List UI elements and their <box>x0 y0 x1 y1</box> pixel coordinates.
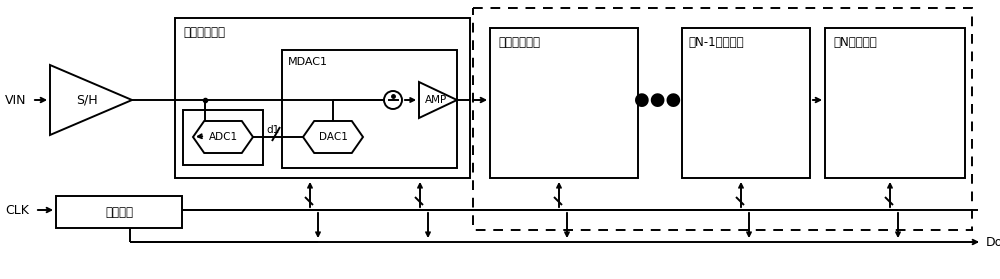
Text: VIN: VIN <box>5 93 26 107</box>
Text: 时钟电路: 时钟电路 <box>105 206 133 218</box>
Bar <box>473 8 972 230</box>
Text: CLK: CLK <box>5 203 29 217</box>
Polygon shape <box>193 121 253 153</box>
Bar <box>825 28 965 178</box>
Text: 第N-1级流水线: 第N-1级流水线 <box>688 35 744 49</box>
Text: DAC1: DAC1 <box>319 132 347 142</box>
Circle shape <box>384 91 402 109</box>
Text: ADC1: ADC1 <box>208 132 238 142</box>
Bar <box>183 110 263 165</box>
Polygon shape <box>303 121 363 153</box>
Text: d1: d1 <box>266 125 280 135</box>
Text: MDAC1: MDAC1 <box>288 57 328 67</box>
Polygon shape <box>419 82 457 118</box>
Bar <box>56 196 182 228</box>
Bar <box>175 18 470 178</box>
Text: S/H: S/H <box>76 93 98 107</box>
Bar <box>282 50 457 168</box>
Bar <box>682 28 810 178</box>
Text: 第二级流水线: 第二级流水线 <box>498 35 540 49</box>
Text: 第一级流水线: 第一级流水线 <box>183 25 225 39</box>
Bar <box>490 28 638 178</box>
Text: ●●●: ●●● <box>634 91 682 109</box>
Text: Dout: Dout <box>986 235 1000 249</box>
Text: 第N级流水线: 第N级流水线 <box>833 35 877 49</box>
Text: AMP: AMP <box>425 95 447 105</box>
Polygon shape <box>50 65 132 135</box>
